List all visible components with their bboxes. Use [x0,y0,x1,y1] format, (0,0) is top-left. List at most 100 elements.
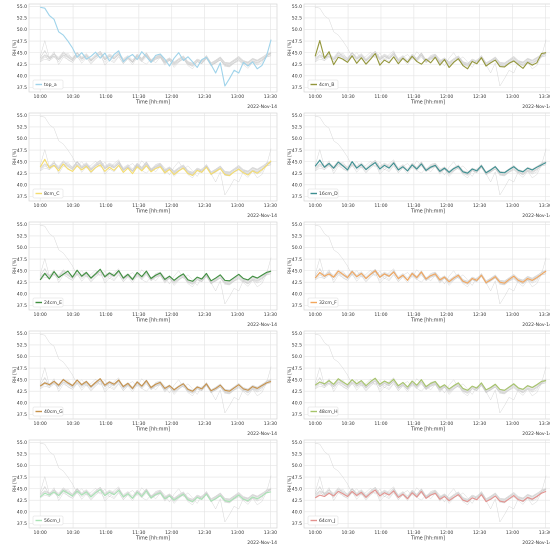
x-tick-label: 13:30 [264,203,277,209]
y-tick-label: 55.0 [292,113,302,119]
x-tick-label: 11:30 [132,421,145,427]
x-tick-label: 11:30 [407,312,420,318]
y-tick-label: 37.5 [17,85,27,91]
y-tick-label: 45.0 [292,268,302,274]
x-tick-label: 12:30 [198,421,211,427]
legend-box [32,297,64,308]
series-line-8cm_C [39,158,272,177]
legend-box [307,188,339,199]
background-series-line [40,53,272,67]
x-tick-label: 12:00 [440,421,453,427]
x-tick-label: 12:00 [165,94,178,100]
y-tick-label: 47.5 [17,148,27,154]
x-tick-label: 13:00 [231,94,244,100]
x-tick-label: 11:30 [132,94,145,100]
date-label: 2022-Nov-14 [522,104,550,110]
x-tick-label: 11:00 [99,530,112,536]
plot-frame [303,112,550,202]
y-tick-label: 37.5 [292,194,302,200]
x-tick-label: 11:30 [407,94,420,100]
y-tick-label: 55.0 [292,331,302,337]
x-tick-label: 11:30 [132,312,145,318]
x-tick-label: 10:00 [309,203,322,209]
x-tick-label: 13:00 [506,203,519,209]
background-series-line [315,51,547,65]
legend-label: top_a [44,82,57,88]
y-tick-label: 45.0 [292,377,302,383]
background-series-line [314,379,547,393]
date-label: 2022-Nov-14 [522,431,550,437]
background-series-line [315,486,547,500]
x-tick-label: 12:00 [440,530,453,536]
background-series-line [40,115,272,196]
background-series-line [40,160,272,174]
y-tick-label: 42.5 [17,389,27,395]
x-axis-label: Time [hh:mm] [410,209,445,215]
x-tick-label: 11:00 [99,312,112,318]
y-tick-label: 42.5 [17,171,27,177]
x-tick-label: 12:30 [473,312,486,318]
legend-box [32,515,64,526]
x-tick-label: 10:30 [341,203,354,209]
y-axis-label: RH [%] [287,40,293,56]
x-tick-label: 10:00 [309,530,322,536]
date-label: 2022-Nov-14 [522,322,550,328]
background-series-line [40,333,272,414]
x-tick-label: 12:30 [473,530,486,536]
y-tick-label: 40.0 [17,291,27,297]
x-tick-label: 10:30 [341,312,354,318]
y-tick-label: 37.5 [17,412,27,418]
background-series-line [315,50,547,64]
y-tick-label: 40.0 [17,73,27,79]
x-tick-label: 12:00 [165,312,178,318]
x-tick-label: 13:00 [231,203,244,209]
series-line-56cm_I [39,489,272,503]
y-tick-label: 37.5 [17,303,27,309]
x-tick-label: 12:30 [198,94,211,100]
background-series-line [315,268,547,282]
x-tick-label: 11:30 [407,203,420,209]
y-tick-label: 55.0 [17,222,27,228]
background-series-line [315,333,547,414]
series-line-24cm_E [39,268,272,282]
y-tick-label: 37.5 [292,521,302,527]
date-label: 2022-Nov-14 [247,540,277,546]
x-tick-label: 13:30 [539,530,550,536]
y-tick-label: 50.0 [17,27,27,33]
legend-label: 40cm_G [44,409,63,415]
background-series-line [315,271,547,285]
y-tick-label: 50.0 [292,136,302,142]
y-axis-label: RH [%] [12,40,18,56]
x-tick-label: 10:00 [34,421,47,427]
y-tick-label: 55.0 [292,222,302,228]
y-tick-label: 45.0 [17,377,27,383]
x-tick-label: 12:30 [473,421,486,427]
background-series-line [315,6,547,87]
x-tick-label: 11:00 [374,203,387,209]
series-line-4cm_B [314,40,547,70]
y-tick-label: 42.5 [292,171,302,177]
background-series-line [40,51,272,65]
x-tick-label: 12:30 [473,94,486,100]
background-series-line [40,487,272,501]
background-series-line [315,380,547,393]
x-tick-label: 10:30 [341,530,354,536]
y-tick-label: 45.0 [292,50,302,56]
y-tick-label: 50.0 [17,354,27,360]
y-tick-label: 45.0 [17,159,27,165]
x-tick-label: 12:00 [165,203,178,209]
x-tick-label: 12:30 [198,203,211,209]
background-series-line [315,271,547,284]
y-tick-label: 52.5 [17,16,27,22]
series-line-64cm_J [314,489,547,503]
x-tick-label: 12:30 [198,312,211,318]
y-tick-label: 37.5 [292,303,302,309]
date-label: 2022-Nov-14 [247,213,277,219]
background-series-line [315,487,547,501]
x-tick-label: 13:30 [264,312,277,318]
x-axis-label: Time [hh:mm] [410,318,445,324]
x-tick-label: 11:30 [407,421,420,427]
x-tick-label: 11:00 [374,312,387,318]
x-tick-label: 13:30 [539,421,550,427]
series-line-48cm_H [314,377,547,391]
